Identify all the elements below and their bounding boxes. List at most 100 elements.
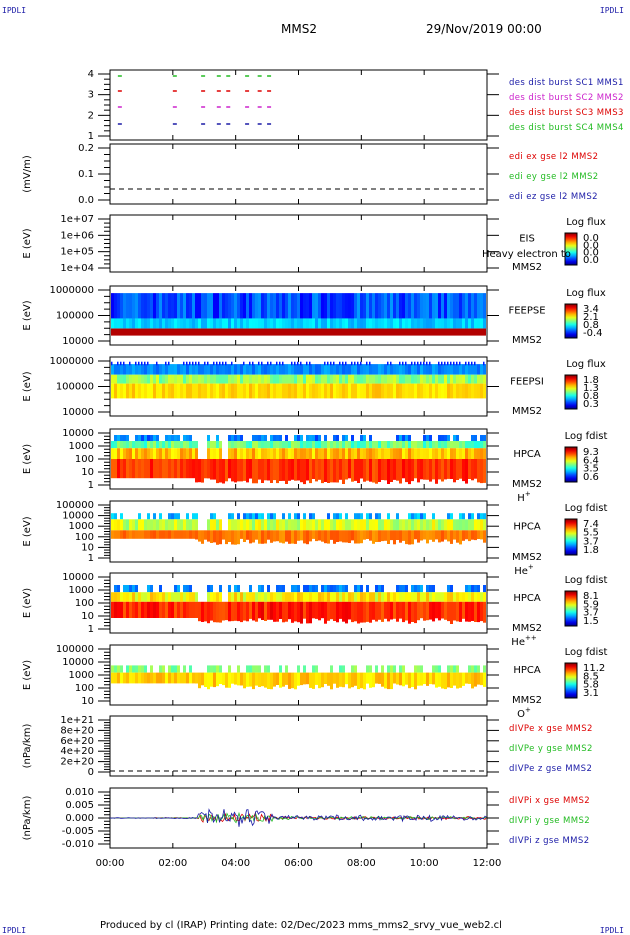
heatmap-cell: [240, 364, 243, 375]
y-tick-label: 1000: [69, 441, 94, 452]
heatmap-cell: [285, 530, 288, 542]
heatmap-cell: [375, 672, 378, 684]
heatmap-cell: [357, 585, 360, 593]
species-label: H+: [517, 490, 531, 504]
heatmap-cell: [411, 513, 414, 520]
heatmap-cell: [378, 448, 381, 459]
heatmap-cell: [306, 519, 309, 531]
heatmap-cell: [339, 519, 342, 531]
heatmap-cell: [171, 441, 174, 449]
heatmap-cell: [420, 441, 423, 449]
y-tick-label: 1000: [69, 521, 94, 532]
heatmap-cell: [231, 519, 234, 531]
heatmap-cell: [273, 592, 276, 602]
heatmap-cell: [138, 601, 141, 618]
heatmap-cell: [240, 519, 243, 531]
heatmap-cell: [174, 318, 177, 329]
heatmap-cell: [438, 293, 441, 319]
heatmap-cell: [348, 441, 351, 449]
heatmap-cell: [294, 592, 297, 602]
heatmap-cell: [345, 374, 348, 384]
heatmap-cell: [207, 601, 210, 624]
heatmap-cell: [435, 592, 438, 602]
heatmap-cell: [414, 459, 417, 479]
heatmap-cell: [153, 592, 156, 602]
heatmap-cell: [252, 592, 255, 602]
heatmap-cell: [234, 441, 237, 449]
heatmap-cell: [120, 318, 123, 329]
heatmap-cell: [144, 293, 147, 319]
heatmap-cell: [435, 601, 438, 619]
heatmap-cell: [435, 293, 438, 319]
heatmap-cell: [321, 441, 324, 449]
heatmap-cell: [168, 513, 171, 520]
heatmap-cell: [243, 374, 246, 384]
heatmap-cell: [168, 318, 171, 329]
colorbar-tick-label: -0.4: [583, 328, 603, 339]
heatmap-cell: [192, 519, 195, 531]
heatmap-cell: [477, 293, 480, 319]
heatmap-cell: [150, 441, 153, 449]
heatmap-cell: [375, 513, 378, 520]
heatmap-cell: [435, 519, 438, 531]
heatmap-cell: [111, 364, 114, 375]
heatmap-cell: [459, 293, 462, 319]
heatmap-cell: [135, 530, 138, 539]
heatmap-cell: [372, 672, 375, 688]
heatmap-cell: [114, 364, 117, 375]
heatmap-cell: [276, 441, 279, 449]
heatmap-cell: [183, 519, 186, 531]
heatmap-cell: [468, 361, 470, 366]
heatmap-cell: [333, 513, 336, 520]
heatmap-cell: [195, 601, 198, 618]
instrument-label: HPCA: [513, 665, 541, 676]
panel-dpi: [98, 787, 499, 849]
heatmap-cell: [282, 601, 285, 623]
heatmap-cell: [369, 435, 372, 441]
heatmap-cell: [210, 328, 213, 336]
heatmap-cell: [351, 519, 354, 531]
heatmap-cell: [471, 665, 474, 673]
heatmap-cell: [432, 448, 435, 459]
heatmap-cell: [222, 601, 225, 621]
panel-hpca_he2: [98, 572, 578, 634]
heatmap-cell: [198, 459, 201, 483]
heatmap-cell: [375, 459, 378, 484]
heatmap-cell: [126, 601, 129, 618]
heatmap-cell: [462, 328, 465, 336]
heatmap-cell: [375, 441, 378, 449]
heatmap-cell: [279, 293, 282, 319]
heatmap-cell: [141, 448, 144, 459]
heatmap-cell: [327, 585, 330, 593]
heatmap-cell: [198, 328, 201, 336]
heatmap-cell: [369, 448, 372, 459]
heatmap-cell: [456, 328, 459, 336]
heatmap-cell: [216, 530, 219, 545]
heatmap-cell: [408, 513, 411, 520]
heatmap-cell: [309, 448, 312, 459]
heatmap-cell: [234, 601, 237, 621]
heatmap-cell: [360, 435, 363, 441]
heatmap-cell: [450, 318, 453, 329]
heatmap-cell: [480, 364, 483, 375]
heatmap-cell: [177, 530, 180, 539]
heatmap-cell: [258, 459, 261, 480]
heatmap-cell: [420, 519, 423, 531]
heatmap-cell: [306, 592, 309, 602]
overlay-text: Heavy electron to: [482, 249, 571, 260]
panel-edi: [98, 143, 499, 205]
heatmap-cell: [300, 592, 303, 602]
heatmap-cell: [312, 530, 315, 539]
heatmap-cell: [138, 592, 141, 602]
heatmap-cell: [282, 585, 285, 593]
heatmap-cell: [441, 448, 444, 459]
heatmap-cell: [396, 318, 399, 329]
heatmap-cell: [219, 383, 222, 399]
heatmap-cell: [249, 364, 252, 375]
heatmap-cell: [327, 318, 330, 329]
heatmap-cell: [399, 665, 402, 673]
heatmap-cell: [117, 293, 120, 319]
heatmap-cell: [159, 519, 162, 531]
heatmap-cell: [393, 459, 396, 480]
heatmap-cell: [291, 601, 294, 623]
